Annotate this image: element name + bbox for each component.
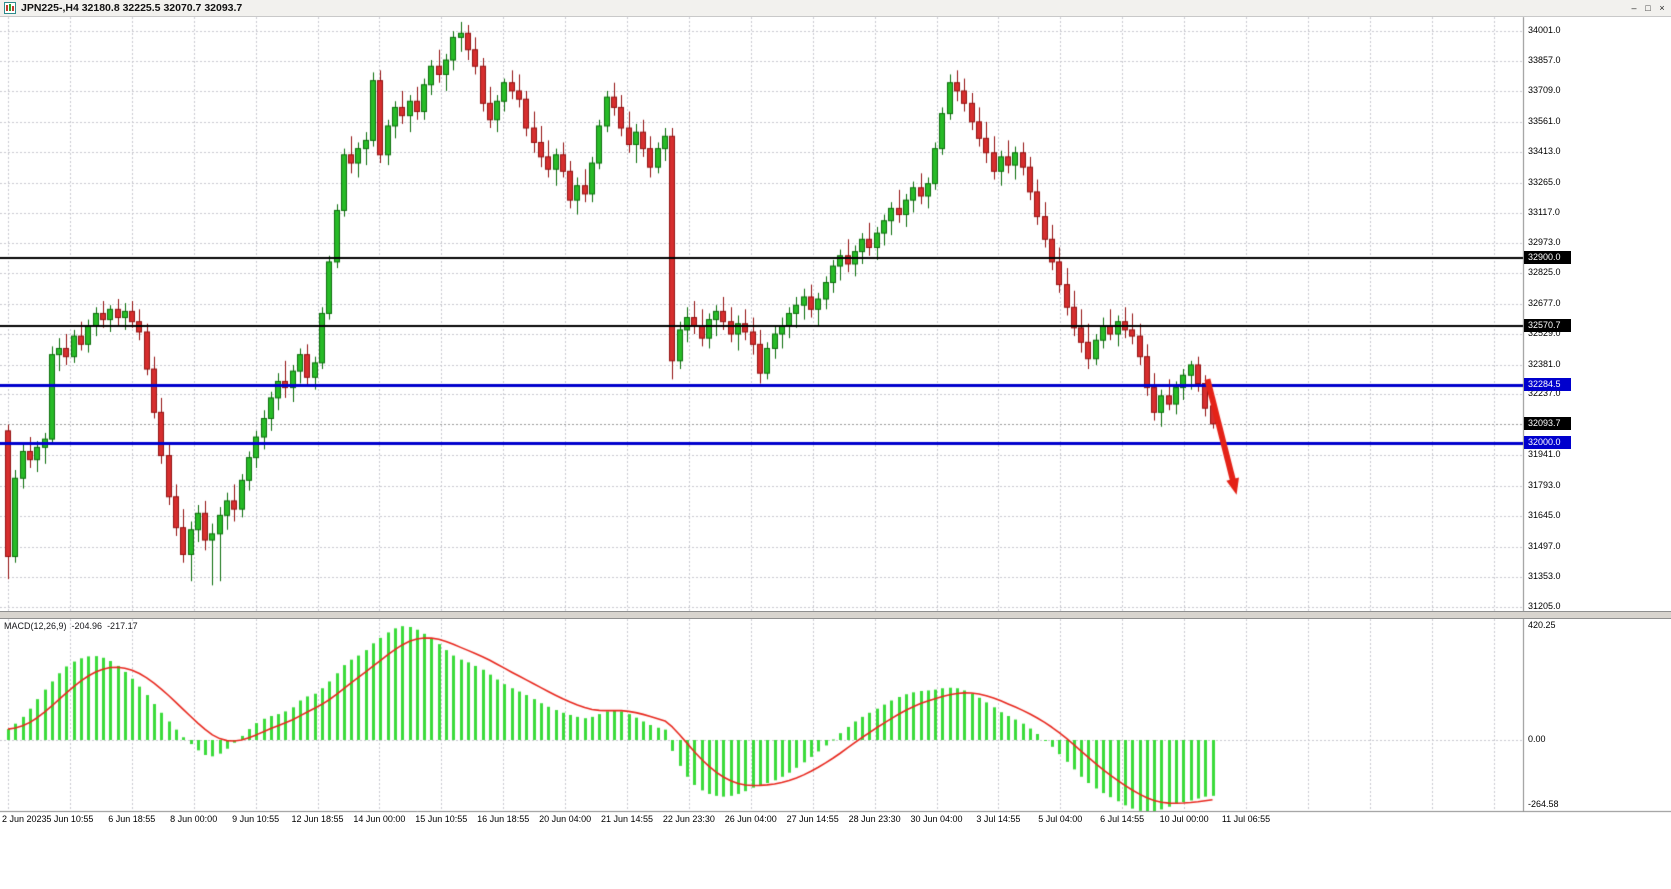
close-button[interactable]: × — [1659, 2, 1665, 13]
time-axis-label: 5 Jul 04:00 — [1038, 814, 1083, 824]
price-axis-label: 33413.0 — [1528, 146, 1561, 157]
macd-indicator-name: MACD(12,26,9) — [4, 621, 67, 631]
time-axis-label: 3 Jul 14:55 — [976, 814, 1021, 824]
price-axis-label: 31793.0 — [1528, 479, 1561, 490]
price-axis-label: 33265.0 — [1528, 176, 1561, 187]
time-axis-label: 6 Jul 14:55 — [1100, 814, 1145, 824]
hline-price-tag: 32000.0 — [1524, 436, 1571, 450]
price-axis-label: 33561.0 — [1528, 115, 1561, 126]
window-controls: – □ × — [1629, 3, 1667, 14]
current-price-tag: 32093.7 — [1524, 416, 1571, 430]
time-axis-label: 28 Jun 23:30 — [848, 814, 901, 824]
price-axis-label: 31205.0 — [1528, 601, 1561, 611]
price-axis-label: 32529.0 — [1528, 328, 1561, 339]
price-axis-label: 33117.0 — [1528, 207, 1560, 218]
time-axis-label: 10 Jul 00:00 — [1159, 814, 1209, 824]
macd-axis-label: 0.00 — [1528, 734, 1546, 744]
time-axis-label: 6 Jun 18:55 — [108, 814, 156, 824]
time-axis-label: 22 Jun 23:30 — [662, 814, 715, 824]
chart-title: JPN225-,H4 32180.8 32225.5 32070.7 32093… — [21, 2, 243, 14]
price-axis-label: 34001.0 — [1528, 25, 1561, 35]
hline-price-tag: 32284.5 — [1524, 377, 1571, 391]
hline-price-tag: 32570.7 — [1524, 318, 1571, 332]
price-axis-label: 32677.0 — [1528, 297, 1561, 308]
macd-axis-label: -264.58 — [1528, 799, 1559, 809]
time-axis-label: 2 Jun 2023 — [2, 814, 47, 824]
time-axis-label: 8 Jun 00:00 — [170, 814, 218, 824]
price-axis-label: 33709.0 — [1528, 85, 1561, 96]
price-axis-label: 31353.0 — [1528, 570, 1561, 581]
time-axis-label: 30 Jun 04:00 — [910, 814, 963, 824]
time-axis-label: 20 Jun 04:00 — [539, 814, 592, 824]
price-axis-label: 33857.0 — [1528, 54, 1561, 65]
price-axis-label: 31941.0 — [1528, 449, 1561, 460]
price-axis-label: 32973.0 — [1528, 236, 1561, 247]
macd-signal-value: -217.17 — [107, 621, 138, 631]
time-axis-label: 14 Jun 00:00 — [353, 814, 406, 824]
time-axis-label: 26 Jun 04:00 — [724, 814, 777, 824]
price-axis-label: 31497.0 — [1528, 540, 1561, 551]
time-axis-label: 12 Jun 18:55 — [291, 814, 344, 824]
macd-indicator-label: MACD(12,26,9) -204.96 -217.17 — [4, 621, 143, 631]
chart-icon — [4, 2, 16, 14]
price-axis-label: 31645.0 — [1528, 510, 1561, 521]
time-axis-label: 27 Jun 14:55 — [786, 814, 839, 824]
time-axis-label: 16 Jun 18:55 — [477, 814, 530, 824]
time-axis-label: 11 Jul 06:55 — [1221, 814, 1271, 824]
time-axis-label: 5 Jun 10:55 — [46, 814, 94, 824]
hline-price-tag: 32900.0 — [1524, 250, 1571, 264]
minimize-button[interactable]: – — [1631, 2, 1637, 13]
panel-splitter[interactable] — [0, 611, 1671, 619]
price-axis-label: 32237.0 — [1528, 388, 1561, 399]
macd-axis-label: 420.25 — [1528, 620, 1556, 630]
time-axis-label: 21 Jun 14:55 — [600, 814, 654, 824]
macd-main-value: -204.96 — [71, 621, 103, 631]
chart-window-titlebar: JPN225-,H4 32180.8 32225.5 32070.7 32093… — [0, 0, 1671, 17]
price-axis-label: 32825.0 — [1528, 267, 1561, 278]
restore-button[interactable]: □ — [1645, 2, 1651, 13]
time-axis-label: 15 Jun 10:55 — [415, 814, 468, 824]
time-axis-label: 9 Jun 10:55 — [232, 814, 280, 824]
price-axis-label: 32381.0 — [1528, 358, 1561, 369]
